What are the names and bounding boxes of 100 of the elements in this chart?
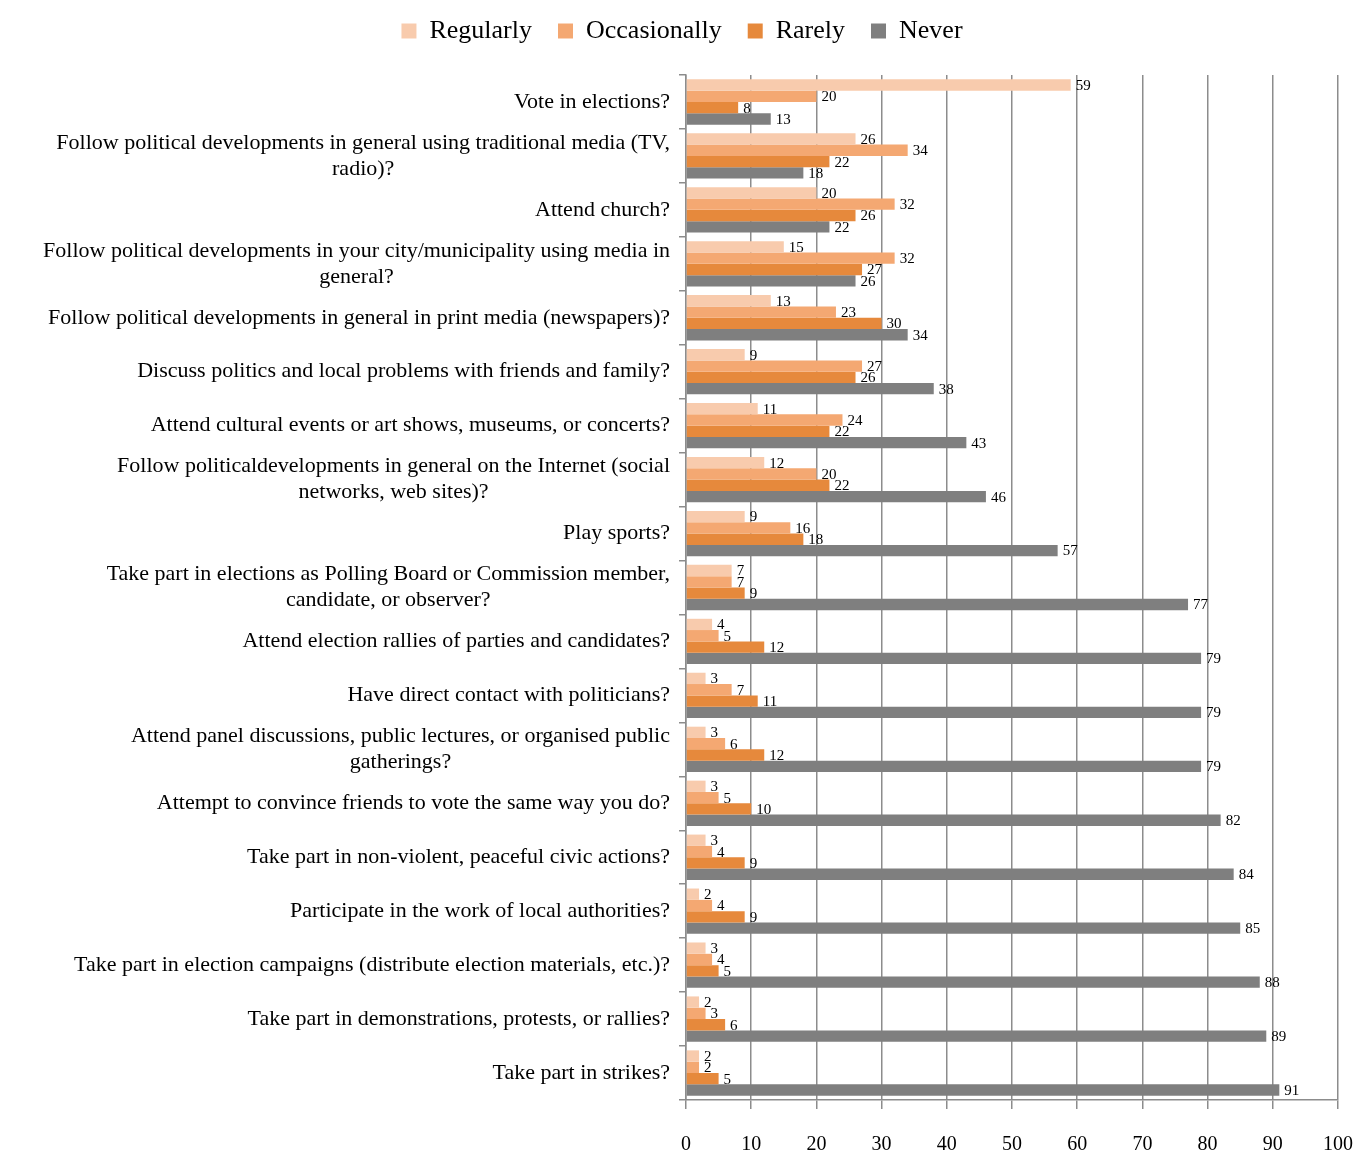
bar bbox=[686, 749, 765, 761]
bar bbox=[686, 544, 1058, 557]
legend-label: Occasionally bbox=[585, 14, 722, 44]
bar bbox=[686, 911, 745, 923]
legend-label: Rarely bbox=[775, 14, 846, 44]
data-label: 32 bbox=[899, 250, 915, 267]
bar bbox=[686, 510, 745, 523]
bar bbox=[686, 726, 706, 739]
data-label: 9 bbox=[749, 585, 758, 602]
data-label: 3 bbox=[710, 724, 719, 741]
bar bbox=[686, 414, 843, 426]
data-label: 59 bbox=[1075, 76, 1091, 93]
bar bbox=[686, 803, 752, 815]
bar bbox=[686, 295, 771, 307]
bar bbox=[686, 1050, 700, 1062]
bar bbox=[686, 456, 765, 469]
bar bbox=[686, 942, 706, 954]
bar bbox=[686, 888, 700, 900]
bar bbox=[686, 695, 758, 707]
bar bbox=[686, 857, 745, 869]
bar bbox=[686, 953, 713, 966]
bar bbox=[686, 868, 1234, 880]
data-label: 79 bbox=[1206, 704, 1222, 721]
data-label: 7 bbox=[736, 681, 745, 698]
x-tick-label: 0 bbox=[681, 1132, 691, 1155]
bar bbox=[686, 360, 863, 372]
bar bbox=[686, 101, 739, 114]
data-label: 6 bbox=[730, 1016, 739, 1033]
x-tick-label: 50 bbox=[1002, 1132, 1022, 1155]
x-tick-label: 70 bbox=[1132, 1132, 1153, 1155]
data-label: 46 bbox=[990, 488, 1007, 505]
y-tick-label: Attend cultural events or art shows, museums, or concerts? bbox=[150, 411, 670, 437]
y-tick-label: Follow politicaldevelopments in general on the Internet (social networks, web sites)? bbox=[117, 452, 670, 504]
y-tick-label: Take part in election campaigns (distribute election materials, etc.)? bbox=[74, 950, 671, 976]
data-label: 8 bbox=[743, 99, 751, 116]
bar bbox=[686, 834, 706, 846]
data-label: 2 bbox=[704, 994, 712, 1011]
x-tick-label: 10 bbox=[741, 1132, 762, 1155]
bar bbox=[686, 468, 817, 480]
data-label: 9 bbox=[749, 854, 758, 871]
y-tick-label: Attempt to convince friends to vote the same way you do? bbox=[156, 789, 670, 815]
bar bbox=[686, 490, 986, 503]
data-label: 9 bbox=[749, 908, 758, 925]
bar bbox=[686, 403, 758, 415]
data-label: 82 bbox=[1225, 812, 1241, 829]
data-label: 10 bbox=[756, 800, 772, 817]
data-label: 43 bbox=[971, 434, 987, 451]
data-label: 89 bbox=[1271, 1028, 1287, 1045]
x-tick-label: 20 bbox=[806, 1132, 827, 1155]
data-label: 13 bbox=[775, 110, 791, 127]
bar bbox=[686, 187, 817, 199]
data-label: 91 bbox=[1284, 1081, 1300, 1098]
legend-label: Never bbox=[899, 14, 963, 44]
bar bbox=[686, 564, 732, 577]
bar bbox=[686, 306, 836, 318]
data-label: 3 bbox=[710, 832, 719, 849]
data-label: 24 bbox=[847, 411, 863, 428]
data-label: 85 bbox=[1245, 920, 1261, 937]
bar bbox=[686, 252, 895, 264]
data-label: 3 bbox=[710, 670, 719, 687]
legend-label: Regularly bbox=[429, 14, 532, 44]
data-label: 11 bbox=[762, 693, 778, 709]
bar bbox=[686, 814, 1221, 826]
bar bbox=[686, 780, 706, 792]
bar bbox=[686, 113, 771, 125]
bar bbox=[686, 706, 1202, 719]
data-label: 12 bbox=[769, 454, 785, 471]
bar bbox=[686, 144, 908, 156]
data-label: 3 bbox=[710, 778, 719, 795]
bar bbox=[686, 1084, 1280, 1096]
bar bbox=[686, 79, 1071, 91]
bar bbox=[686, 618, 713, 631]
bar bbox=[686, 922, 1241, 934]
bar bbox=[686, 167, 804, 179]
bar bbox=[686, 845, 713, 858]
bar bbox=[686, 317, 882, 330]
y-tick-label: Follow political developments in your city/municipality using media in general? bbox=[43, 236, 670, 288]
bar bbox=[686, 133, 856, 145]
bar bbox=[686, 760, 1202, 772]
y-tick-label: Take part in non-violent, peaceful civic actions? bbox=[246, 843, 670, 869]
data-label: 5 bbox=[723, 1070, 732, 1087]
data-label: 22 bbox=[834, 218, 850, 235]
data-label: 84 bbox=[1238, 866, 1255, 883]
data-label: 9 bbox=[749, 508, 758, 525]
bar bbox=[686, 965, 719, 977]
bar bbox=[686, 263, 863, 276]
data-label: 88 bbox=[1264, 974, 1280, 991]
y-tick-label: Take part in strikes? bbox=[492, 1058, 670, 1084]
bar bbox=[686, 275, 856, 287]
bar bbox=[686, 522, 791, 534]
bar bbox=[686, 587, 745, 599]
data-label: 26 bbox=[860, 130, 877, 147]
data-label: 32 bbox=[899, 196, 915, 213]
bar bbox=[686, 641, 765, 653]
bar bbox=[686, 425, 830, 437]
data-label: 20 bbox=[821, 88, 837, 105]
data-label: 5 bbox=[723, 627, 732, 644]
y-tick-label: Take part in demonstrations, protests, or rallies? bbox=[247, 1004, 671, 1030]
data-label: 22 bbox=[834, 477, 850, 494]
data-label: 2 bbox=[704, 886, 712, 903]
